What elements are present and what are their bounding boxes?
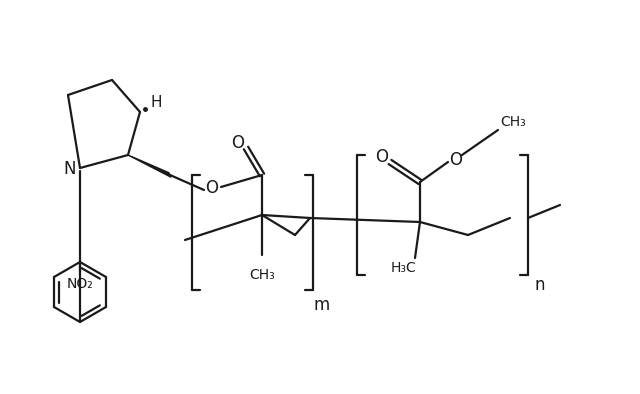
Text: O: O <box>449 151 463 169</box>
Text: H: H <box>150 95 162 110</box>
Text: m: m <box>314 296 330 314</box>
Text: H₃C: H₃C <box>390 261 416 275</box>
Text: CH₃: CH₃ <box>500 115 526 129</box>
Text: O: O <box>232 134 244 152</box>
Text: CH₃: CH₃ <box>249 268 275 282</box>
Polygon shape <box>128 155 171 177</box>
Text: O: O <box>205 179 218 197</box>
Text: N: N <box>64 160 76 178</box>
Text: n: n <box>535 276 545 294</box>
Text: O: O <box>376 148 388 166</box>
Text: NO₂: NO₂ <box>67 277 93 291</box>
